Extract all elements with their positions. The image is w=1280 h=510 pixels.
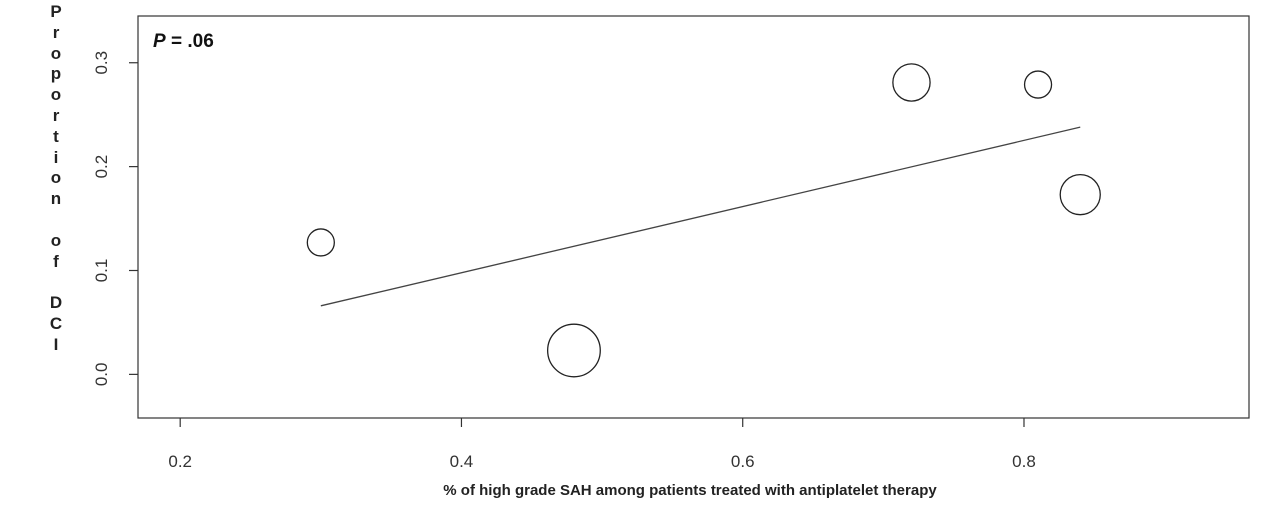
y-axis-label-char: o (50, 43, 62, 63)
p-value-text: = .06 (170, 31, 214, 52)
y-axis-label-char: I (53, 334, 59, 354)
p-value-annotation: P = .06 (153, 31, 214, 53)
y-axis: 0.0 0.1 0.2 0.3 (92, 51, 138, 386)
y-tick-label: 0.2 (92, 155, 111, 179)
y-axis-label-char (54, 272, 59, 293)
x-tick-label: 0.8 (1012, 452, 1036, 471)
y-axis-label-char: D (49, 293, 63, 313)
y-axis-label-char: p (50, 64, 62, 84)
x-axis: 0.2 0.4 0.6 0.8 (168, 418, 1036, 471)
data-point (306, 228, 335, 257)
y-axis-label-char: P (50, 2, 62, 21)
y-axis-label-char: t (53, 126, 59, 146)
x-tick-label: 0.4 (450, 452, 474, 471)
y-axis-label-char: o (50, 168, 62, 188)
x-axis-label: % of high grade SAH among patients treat… (443, 482, 937, 499)
data-point (1059, 173, 1101, 216)
y-axis-label-char: r (52, 105, 60, 125)
data-point (892, 63, 931, 102)
p-value-symbol: P (153, 31, 166, 52)
x-tick-label: 0.6 (731, 452, 755, 471)
y-tick-label: 0.1 (92, 259, 111, 283)
x-tick-label: 0.2 (168, 452, 192, 471)
y-axis-label-char: o (50, 230, 62, 250)
y-axis-label-char: o (50, 85, 62, 105)
y-axis-label-char: i (53, 147, 59, 167)
y-axis-label-char: f (53, 251, 59, 271)
y-tick-label: 0.0 (92, 363, 111, 387)
y-axis-label-char (54, 210, 59, 231)
y-axis-label-char: C (49, 313, 63, 333)
y-axis-label-char: r (52, 22, 60, 42)
data-point (1023, 70, 1053, 99)
y-axis-label-char: n (50, 189, 62, 209)
trend-line (320, 126, 1081, 307)
y-tick-label: 0.3 (92, 51, 111, 75)
data-points (306, 63, 1101, 378)
plot-frame (137, 15, 1250, 419)
data-point (546, 323, 601, 378)
